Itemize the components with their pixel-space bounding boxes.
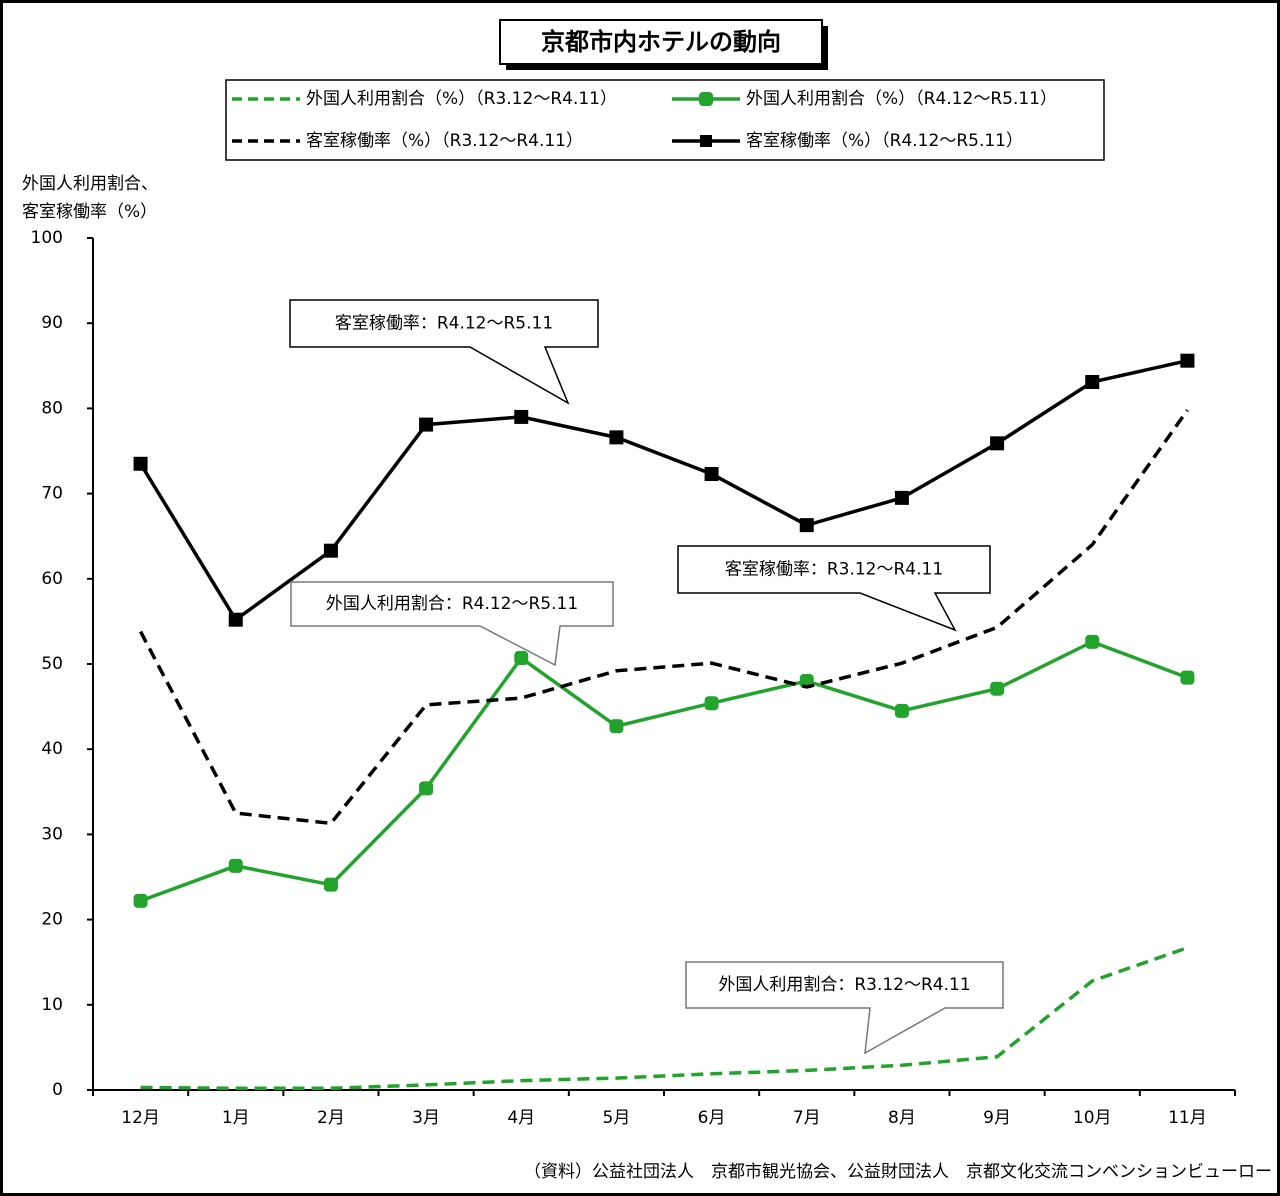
title-box	[499, 19, 823, 65]
y-tick-label: 40	[41, 739, 63, 759]
legend-label: 外国人利用割合（%）（R4.12～R5.11）	[746, 89, 1057, 109]
data-point	[419, 781, 434, 796]
data-point	[1085, 374, 1100, 389]
legend-label: 外国人利用割合（%）（R3.12～R4.11）	[306, 89, 617, 109]
y-tick-label: 70	[41, 484, 63, 504]
x-tick-label: 10月	[1073, 1108, 1112, 1128]
x-tick-label: 1月	[222, 1108, 250, 1128]
x-tick-label: 7月	[793, 1108, 821, 1128]
data-point	[799, 518, 814, 533]
data-point	[609, 719, 624, 734]
annotation: 外国人利用割合：R4.12～R5.11	[326, 594, 578, 614]
data-point	[1180, 670, 1195, 685]
y-tick-label: 30	[41, 824, 63, 844]
source-note: （資料）公益社団法人 京都市観光協会、公益財団法人 京都文化交流コンベンションビ…	[524, 1162, 1272, 1182]
callout	[290, 581, 614, 667]
x-tick-label: 11月	[1168, 1108, 1207, 1128]
x-tick-label: 2月	[317, 1108, 345, 1128]
data-point	[894, 490, 909, 505]
y-tick-label: 60	[41, 569, 63, 589]
data-point	[894, 703, 909, 718]
legend-label: 客室稼働率（%）（R3.12～R4.11）	[306, 131, 583, 151]
x-tick-label: 9月	[983, 1108, 1011, 1128]
x-tick-label: 3月	[412, 1108, 440, 1128]
data-point	[1180, 353, 1195, 368]
data-point	[228, 612, 243, 627]
y-tick-label: 10	[41, 995, 63, 1015]
x-tick-label: 12月	[121, 1108, 160, 1128]
data-point	[514, 409, 529, 424]
data-point	[1085, 634, 1100, 649]
data-point	[419, 417, 434, 432]
series-line	[140, 946, 1188, 1091]
annotation: 客室稼働率：R4.12～R5.11	[335, 314, 553, 334]
callout	[677, 545, 991, 632]
series-line	[139, 409, 1189, 826]
series-line	[139, 358, 1188, 623]
x-tick-label: 4月	[507, 1108, 535, 1128]
data-point	[323, 877, 338, 892]
data-point	[990, 681, 1005, 696]
y-tick-label: 90	[41, 313, 63, 333]
annotation: 客室稼働率：R3.12～R4.11	[725, 560, 943, 580]
x-tick-label: 6月	[698, 1108, 726, 1128]
data-point	[609, 430, 624, 445]
series-line	[139, 639, 1189, 903]
x-tick-label: 8月	[888, 1108, 916, 1128]
legend-marker	[700, 135, 712, 147]
y-axis-label: 外国人利用割合、	[22, 174, 158, 194]
data-point	[704, 467, 719, 482]
data-point	[133, 893, 148, 908]
callout	[685, 961, 1004, 1055]
y-axis-label: 客室稼働率（%）	[22, 202, 157, 222]
legend-label: 客室稼働率（%）（R4.12～R5.11）	[746, 131, 1023, 151]
y-tick-label: 100	[31, 228, 63, 248]
data-point	[323, 543, 338, 558]
chart-title: 京都市内ホテルの動向	[541, 28, 781, 56]
data-point	[133, 456, 148, 471]
annotation: 外国人利用割合：R3.12～R4.11	[718, 975, 970, 995]
data-point	[514, 651, 529, 666]
x-tick-label: 5月	[603, 1108, 631, 1128]
data-point	[228, 858, 243, 873]
legend-marker	[699, 92, 713, 106]
callout	[289, 299, 599, 405]
data-point	[704, 696, 719, 711]
data-point	[990, 436, 1005, 451]
y-tick-label: 20	[41, 910, 63, 930]
y-tick-label: 50	[41, 654, 63, 674]
y-tick-label: 0	[52, 1080, 63, 1100]
legend-box	[225, 79, 1105, 161]
y-tick-label: 80	[41, 398, 63, 418]
